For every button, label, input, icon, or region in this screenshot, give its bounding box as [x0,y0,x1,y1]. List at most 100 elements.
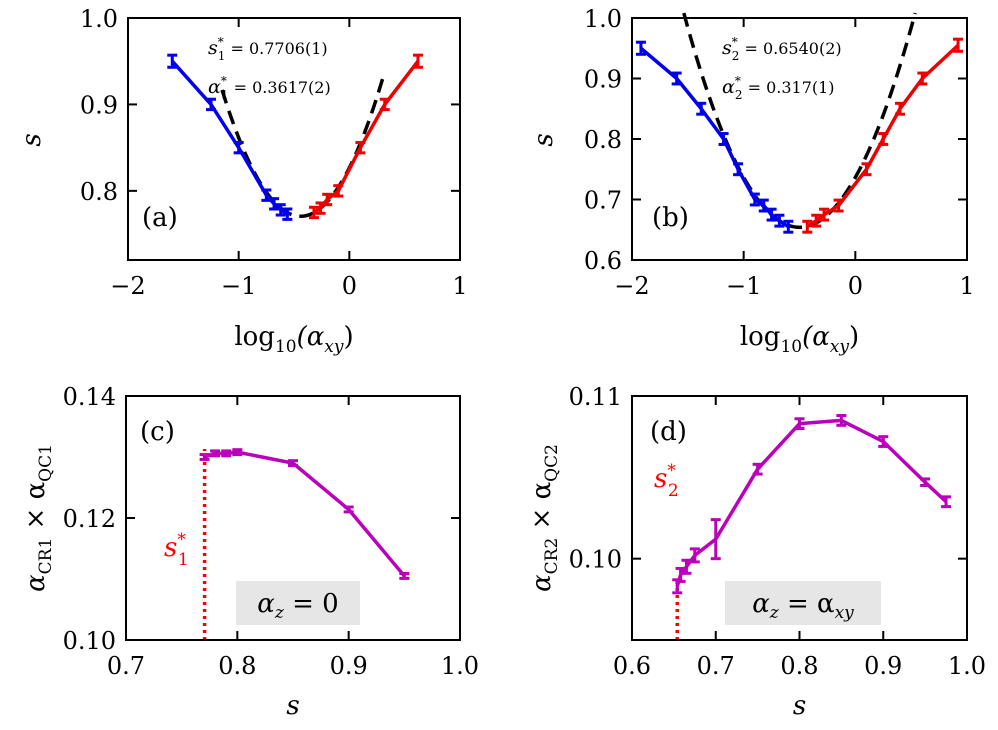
x-tick-label: 0.7 [697,652,735,680]
y-tick-label: 0.10 [63,627,116,655]
condition-box [236,581,360,625]
x-tick-label: 0.7 [107,652,145,680]
x-tick-label: −2 [614,272,649,300]
x-tick-label: 1.0 [441,652,479,680]
data-point-blue [167,53,178,69]
data-point-red [412,53,423,69]
y-tick-label: 1.0 [80,5,118,33]
y-axis-label: αCR2 × αQC2 [527,444,562,592]
condition-label: αz = αxy [752,589,854,623]
x-tick-label: 0 [342,272,357,300]
data-point-red [315,201,326,215]
y-tick-label: 0.14 [63,383,116,411]
data-point-purple [681,558,692,575]
axes-frame [127,17,461,261]
panel-b: −2 −1 0 1 0.6 0.7 0.8 0.9 1.0 (b) log10(αxy) s s* 2 =… [529,5,975,357]
y-axis-label: s [17,133,47,146]
data-point-purple [343,505,354,514]
data-point-blue [206,97,216,112]
data-point-blue [758,198,769,213]
critical-point-label: s* 1 [164,530,189,570]
data-point-red [819,207,830,222]
data-point-blue [275,203,286,217]
data-point-blue [783,219,794,234]
y-tick-label: 0.9 [80,91,118,119]
panel-label: (a) [142,203,178,233]
y-tick-label: 0.10 [569,546,622,574]
data-point-purple [941,495,952,509]
data-point-purple [752,462,763,476]
x-axis-label: s [793,691,806,721]
x-tick-label: −2 [110,272,145,300]
data-point-blue [718,132,729,146]
data-point-blue [766,207,777,222]
data-point-red [833,198,844,213]
series-line-purple [675,418,948,587]
data-point-purple [689,547,700,564]
y-tick-label: 0.9 [584,66,622,94]
x-axis-label: log10(αxy) [234,322,353,357]
y-tick-label: 0.7 [584,187,622,215]
x-tick-label: 1.0 [948,652,986,680]
y-tick-label: 0.6 [584,247,622,275]
x-tick-label: 0 [848,272,863,300]
x-tick-label: 0.9 [864,652,902,680]
data-point-blue [696,101,707,116]
panel-label: (b) [652,203,689,233]
y-axis-label: αCR1 × αQC1 [21,444,56,592]
fit-annotation: s* 2 = 0.6540(2) [722,35,842,63]
data-point-purple [210,449,221,458]
panel-c: 0.7 0.8 0.9 1.0 0.10 0.12 0.14 (c) s αCR1 × αQC1 s… [21,383,479,721]
y-tick-label: 0.12 [63,505,116,533]
y-tick-label: 1.0 [584,5,622,33]
data-point-purple [675,566,686,583]
panel-a: −2 −1 0 1 0.8 0.9 1.0 (a) log10(αxy) s s* 1 = 0.770… [17,5,468,357]
critical-point-label: s* 2 [654,461,679,501]
series-line-blue [639,46,790,229]
y-tick-label: 0.11 [569,383,622,411]
fit-annotation: α* 1 = 0.3617(2) [208,74,331,102]
data-point-purple [199,453,210,461]
data-point-blue [635,40,646,56]
x-tick-label: 0.8 [218,652,256,680]
data-point-blue [269,197,280,211]
data-point-purple [920,477,931,487]
fit-curve [682,12,917,230]
x-axis-label: log10(αxy) [740,322,859,357]
panel-d: 0.6 0.7 0.8 0.9 1.0 0.10 0.11 (d) s αCR2 × αQC2 s*… [527,383,986,721]
data-point-purple [232,448,243,457]
data-point-red [917,71,928,86]
data-point-red [811,213,822,228]
data-point-purple [794,417,805,431]
x-tick-label: −1 [221,272,256,300]
data-point-purple [221,449,232,458]
data-point-red [878,132,889,146]
data-point-blue [733,162,744,177]
data-point-red [333,184,344,198]
y-axis-label: s [529,133,559,146]
data-point-red [355,140,366,155]
panel-label: (d) [650,417,687,447]
data-point-blue [671,71,682,86]
series-line-purple [204,450,406,578]
data-point-red [861,162,872,177]
data-point-red [308,205,319,220]
data-point-blue [233,140,244,155]
data-point-purple [836,414,847,427]
x-tick-label: 0.6 [613,652,651,680]
data-point-purple [878,435,889,448]
data-point-blue [282,207,293,221]
data-point-blue [749,192,760,207]
condition-box [725,581,881,625]
x-tick-label: 0.8 [780,652,818,680]
data-point-blue [774,213,785,228]
x-axis-label: s [286,691,299,721]
data-point-red [895,101,905,116]
y-tick-label: 0.8 [584,126,622,154]
panel-label: (c) [140,417,175,447]
fit-annotation: s* 1 = 0.7706(1) [208,35,328,63]
fit-annotation: α* 2 = 0.317(1) [722,74,835,102]
x-tick-label: 0.9 [330,652,368,680]
data-point-blue [261,188,272,202]
